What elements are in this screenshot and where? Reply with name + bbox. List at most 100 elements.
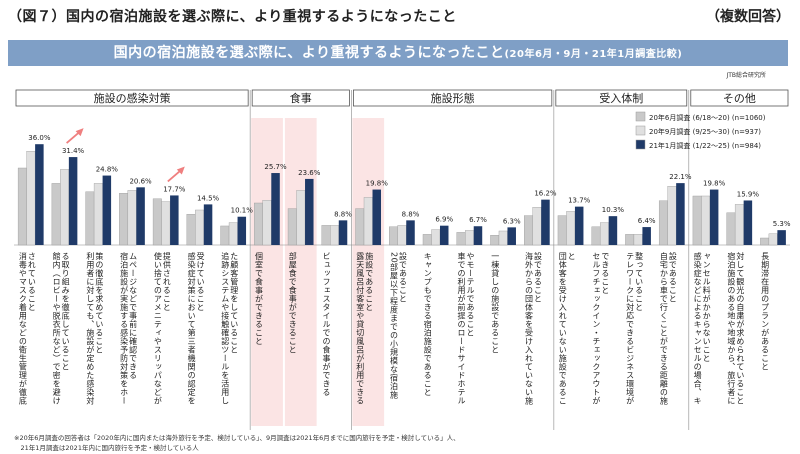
- bar: [287, 208, 297, 246]
- bar: [389, 226, 398, 246]
- bar: [26, 150, 36, 246]
- highlight-band: [251, 118, 283, 426]
- bar: [777, 230, 786, 245]
- bar: [102, 175, 112, 245]
- data-label: 20.6%: [129, 177, 152, 185]
- bar: [701, 195, 711, 246]
- bar: [667, 185, 677, 246]
- category-label: 設であること: [399, 251, 408, 303]
- category-label: と: [567, 252, 576, 261]
- category-label: 策の徹底を求めていること: [95, 251, 104, 354]
- data-label: 6.7%: [469, 216, 487, 224]
- category-label: 一棟貸しの施設であること: [491, 252, 500, 354]
- category-label: 施設であること: [365, 251, 374, 311]
- bar: [599, 222, 609, 246]
- category-label: 設であること: [668, 251, 677, 303]
- chart-banner: 国内の宿泊施設を選ぶ際に、より重視するようになったこと(20年6月・9月・21年…: [8, 40, 788, 66]
- source-credit: JTB総合研究所: [726, 72, 766, 79]
- bar: [321, 225, 331, 246]
- bar: [726, 212, 736, 246]
- category-label: 宿泊施設のある地や地域から、旅行者に: [727, 251, 736, 405]
- data-label: 24.8%: [96, 166, 119, 174]
- group-header-label: その他: [723, 92, 756, 105]
- bar: [439, 225, 449, 245]
- data-label: 23.6%: [298, 169, 321, 177]
- chart-subtitle: (20年6月・9月・21年1月調査比較): [504, 49, 683, 60]
- category-label: ャンセル料がかからないこと: [702, 252, 711, 363]
- bar: [676, 183, 685, 245]
- bar: [490, 234, 500, 246]
- highlight-band: [352, 118, 385, 426]
- data-label: 15.9%: [737, 190, 760, 198]
- legend-swatch: [635, 125, 646, 136]
- bar: [557, 215, 567, 246]
- category-label: 受けていること: [196, 251, 205, 311]
- category-label: 追跡システムや接触確認ツールを活用し: [221, 251, 230, 405]
- data-label: 19.8%: [366, 180, 389, 188]
- bar: [237, 216, 247, 245]
- category-label: 感染症対策において第三者機関の認定を: [187, 251, 196, 405]
- bar: [465, 230, 474, 246]
- group-header-label: 施設の感染対策: [94, 91, 171, 105]
- category-label: 車での利用が前提のロードサイドホテル: [457, 251, 466, 405]
- category-label: 提供されること: [162, 251, 171, 311]
- bar: [228, 222, 238, 246]
- data-label: 10.1%: [231, 207, 254, 215]
- bar: [363, 197, 373, 246]
- data-label: 17.7%: [163, 185, 186, 193]
- category-label: ムページなどで事前に確認できる: [129, 252, 138, 380]
- data-label: 22.1%: [669, 173, 692, 181]
- page-title: （図７）国内の宿泊施設を選ぶ際に、より重視するようになったこと: [8, 9, 457, 25]
- data-label: 6.4%: [638, 217, 656, 225]
- data-label: 16.2%: [534, 190, 557, 198]
- legend-swatch: [635, 139, 646, 150]
- group-header-label: 食事: [290, 91, 312, 105]
- bar: [254, 202, 263, 246]
- bar: [422, 234, 432, 246]
- data-label: 31.4%: [62, 147, 85, 155]
- bar: [498, 230, 508, 246]
- bar: [431, 229, 441, 246]
- data-label: 6.3%: [503, 217, 521, 225]
- bar: [625, 234, 635, 246]
- bar: [93, 183, 103, 246]
- category-label: されていること: [27, 252, 36, 312]
- category-label: 自宅から車で行くことができる距離の施: [659, 251, 668, 405]
- category-label: 館内（ロビーや脱衣所など）で密を避け: [52, 251, 61, 405]
- category-label: セルフチェックイン・チェックアウトが: [592, 252, 601, 405]
- bar: [456, 232, 466, 246]
- bar-chart: 施設の感染対策 食事 施設形態 受入体制 その他 36.0% 31.4% 24.8% 20.6%…: [14, 89, 791, 430]
- group-header-box: [15, 89, 249, 107]
- bar: [397, 225, 407, 246]
- bar: [152, 198, 162, 246]
- trend-arrow-head: [75, 128, 84, 137]
- data-label: 10.3%: [602, 206, 625, 214]
- trend-arrow-head: [176, 166, 185, 175]
- data-label: 36.0%: [28, 134, 51, 142]
- footnote-line-2: 21年1月調査は2021年内に国内旅行を予定・検討している人: [14, 444, 199, 452]
- bar: [658, 200, 668, 246]
- bar: [119, 192, 129, 246]
- category-label: 団体客を受け入れていない施設であるこ: [558, 252, 567, 405]
- bar: [271, 173, 280, 245]
- category-label: る取り組みを徹底していること: [61, 252, 70, 371]
- bar: [60, 169, 70, 246]
- bar: [608, 216, 618, 245]
- bar: [338, 220, 348, 245]
- bar: [406, 220, 415, 245]
- bar: [35, 144, 44, 245]
- category-label: 利用者に対しても、施設が定めた感染対: [86, 251, 95, 405]
- bar: [532, 206, 542, 246]
- category-label: できること: [601, 252, 610, 295]
- bar: [372, 189, 382, 245]
- bar: [591, 226, 601, 246]
- category-label: キャンプもできる宿泊施設であること: [423, 252, 432, 397]
- bar: [68, 157, 78, 245]
- data-label: 8.8%: [402, 210, 420, 218]
- data-label: 14.5%: [197, 194, 220, 202]
- multiple-answer-note: （複数回答）: [706, 9, 790, 25]
- category-label: 海外からの団体客を受け入れていない施: [524, 251, 533, 405]
- category-label: ビュッフェスタイルでの食事ができる: [322, 252, 331, 397]
- bar: [127, 190, 137, 246]
- bar: [136, 187, 145, 245]
